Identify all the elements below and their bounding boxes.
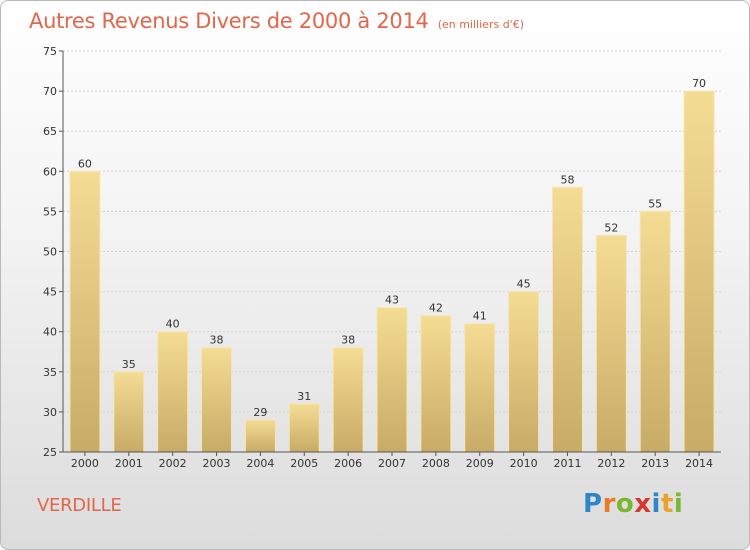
x-tick-label: 2006 (334, 457, 362, 470)
x-tick-label: 2012 (597, 457, 625, 470)
bar-2014 (683, 90, 715, 453)
y-tick-label: 75 (43, 45, 57, 58)
logo-letter: P (583, 489, 603, 519)
bar-value-label: 43 (385, 294, 399, 307)
chart-unit: (en milliers d'€) (437, 18, 524, 31)
y-tick-label: 25 (43, 446, 57, 459)
bar-2007 (376, 307, 408, 453)
bar-2013 (639, 210, 671, 453)
bar-value-label: 58 (560, 173, 574, 186)
proxiti-logo[interactable]: Proxiti (583, 489, 683, 519)
bar-2008 (420, 315, 452, 453)
x-tick-label: 2014 (685, 457, 713, 470)
bar-2004 (244, 419, 276, 453)
bar-2001 (113, 371, 145, 453)
bar-2009 (464, 323, 496, 453)
y-tick-label: 60 (43, 165, 57, 178)
bar-2002 (157, 331, 189, 453)
x-tick-label: 2009 (466, 457, 494, 470)
bar-2005 (288, 403, 320, 453)
bar-value-label: 29 (253, 406, 267, 419)
bar-value-label: 52 (604, 221, 618, 234)
bar-2000 (69, 170, 101, 453)
x-tick-label: 2010 (510, 457, 538, 470)
logo-letter: r (602, 489, 616, 519)
y-tick-label: 50 (43, 246, 57, 259)
bar-value-label: 70 (692, 77, 706, 90)
x-tick-label: 2004 (246, 457, 274, 470)
bar-value-label: 38 (210, 334, 224, 347)
bar-value-label: 45 (517, 278, 531, 291)
logo-letter: i (651, 489, 661, 519)
y-tick-label: 45 (43, 286, 57, 299)
logo-letter: i (673, 489, 684, 519)
bar-2012 (595, 234, 627, 453)
y-tick-label: 65 (43, 125, 57, 138)
bar-value-label: 31 (297, 390, 311, 403)
x-tick-label: 2001 (115, 457, 143, 470)
bars: 60 35 40 38 29 31 38 43 42 41 45 58 52 55 70 (69, 77, 715, 453)
y-tick-label: 55 (43, 205, 57, 218)
bar-value-label: 35 (122, 358, 136, 371)
bar-value-label: 60 (78, 157, 92, 170)
bar-value-label: 42 (429, 302, 443, 315)
x-tick-label: 2000 (71, 457, 99, 470)
place-name: VERDILLE (37, 495, 122, 516)
logo-letter: x (634, 489, 652, 519)
bar-value-label: 40 (166, 318, 180, 331)
bar-value-label: 41 (473, 310, 487, 323)
bar-2003 (201, 347, 233, 453)
bar-value-label: 55 (648, 197, 662, 210)
x-tick-label: 2011 (553, 457, 581, 470)
axes: 25 30 35 40 45 50 55 60 65 70 75 2000 2001 2002 2003 20… (43, 45, 721, 470)
x-tick-label: 2005 (290, 457, 318, 470)
x-tick-label: 2013 (641, 457, 669, 470)
y-tick-label: 70 (43, 85, 57, 98)
title-row: Autres Revenus Divers de 2000 à 2014 (en… (29, 9, 524, 33)
x-tick-label: 2003 (203, 457, 231, 470)
y-tick-label: 35 (43, 366, 57, 379)
x-tick-label: 2008 (422, 457, 450, 470)
logo-letter: o (615, 489, 635, 519)
chart-title: Autres Revenus Divers de 2000 à 2014 (29, 9, 429, 33)
bar-2011 (551, 186, 583, 453)
x-tick-label: 2007 (378, 457, 406, 470)
bar-value-label: 38 (341, 334, 355, 347)
logo-letter: t (660, 489, 674, 519)
bar-2010 (508, 291, 540, 453)
bar-2006 (332, 347, 364, 453)
y-tick-label: 30 (43, 406, 57, 419)
x-tick-label: 2002 (159, 457, 187, 470)
y-tick-label: 40 (43, 326, 57, 339)
